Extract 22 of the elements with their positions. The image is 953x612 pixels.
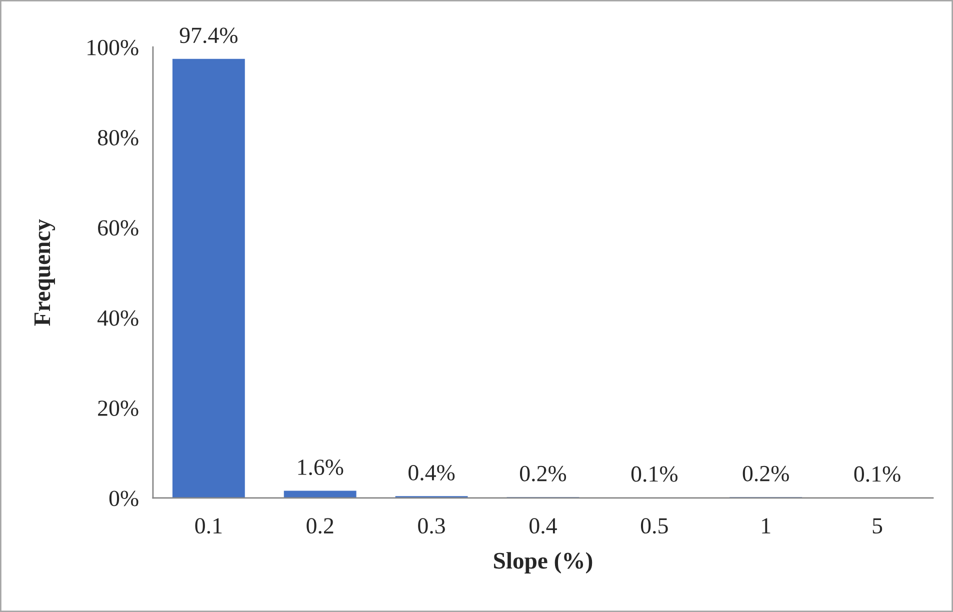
y-tick-label: 40% [98, 310, 138, 326]
y-tick-label: 0% [109, 490, 138, 506]
y-tick-label: 20% [98, 400, 138, 416]
x-axis-title: Slope (%) [494, 552, 592, 574]
data-label: 0.2% [742, 466, 789, 482]
x-tick-label: 0.2 [306, 518, 334, 534]
x-tick-label: 0.5 [640, 518, 668, 534]
data-label: 1.6% [298, 460, 344, 476]
data-label: 0.1% [854, 466, 900, 482]
data-label: 0.1% [631, 466, 678, 482]
y-tick-label: 80% [98, 130, 138, 146]
y-tick-label: 100% [88, 40, 138, 56]
data-label: 0.4% [408, 464, 455, 481]
x-tick-label: 5 [872, 518, 882, 534]
data-label: 0.2% [520, 466, 566, 482]
x-tick-label: 0.3 [418, 518, 445, 534]
x-tick-label: 0.1 [195, 518, 222, 534]
y-tick-label: 60% [98, 220, 138, 236]
x-tick-label: 1 [762, 518, 770, 534]
y-axis-title: Frequency [34, 219, 56, 326]
x-tick-label: 0.4 [530, 518, 557, 534]
data-label: 97.4% [180, 28, 238, 44]
